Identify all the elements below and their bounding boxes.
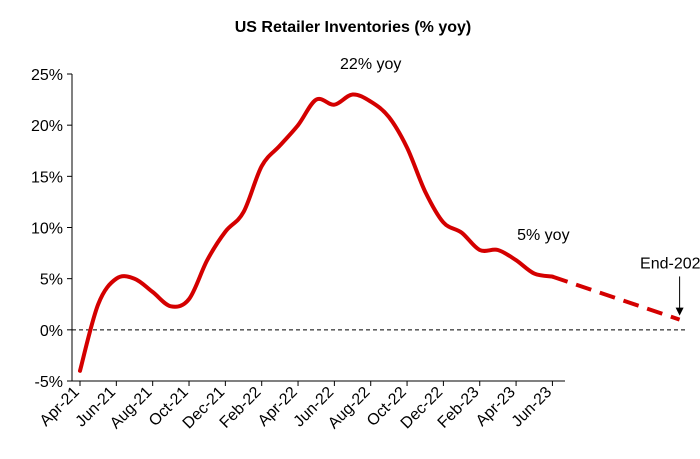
x-tick-label: Feb-22 bbox=[217, 384, 265, 432]
y-tick-label: 10% bbox=[31, 221, 63, 238]
y-tick-label: 15% bbox=[31, 169, 63, 186]
y-tick-label: 0% bbox=[40, 323, 63, 340]
y-tick-label: -5% bbox=[35, 374, 63, 391]
series-group bbox=[78, 92, 681, 373]
y-axis: 25% 20% 15% 10% 5% 0% -5% bbox=[31, 67, 73, 391]
annotation-arrow-head bbox=[675, 307, 684, 316]
y-tick-label: 20% bbox=[31, 118, 63, 135]
actual-series-line bbox=[78, 92, 555, 373]
chart-title: US Retailer Inventories (% yoy) bbox=[235, 19, 472, 36]
forecast-series-line bbox=[551, 274, 681, 322]
x-axis: Apr-21Jun-21Aug-21Oct-21Dec-21Feb-22Apr-… bbox=[37, 380, 565, 432]
annotation-label: End-2023F bbox=[640, 255, 700, 272]
x-tick-label: Jun-23 bbox=[509, 384, 556, 431]
annotation-label: 5% yoy bbox=[517, 227, 569, 244]
y-tick-label: 25% bbox=[31, 67, 63, 84]
annotation-label: 22% yoy bbox=[340, 56, 401, 73]
annotations: 22% yoy 5% yoy End-2023F bbox=[340, 56, 700, 316]
y-tick-label: 5% bbox=[40, 272, 63, 289]
x-tick-label: Feb-23 bbox=[435, 384, 483, 432]
